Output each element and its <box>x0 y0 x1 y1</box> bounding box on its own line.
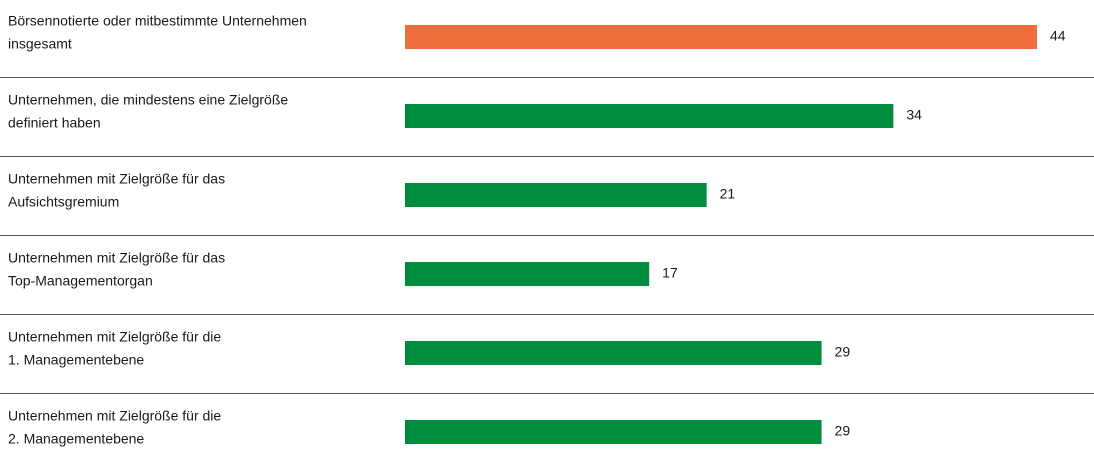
category-label: 1. Managementebene <box>8 352 144 368</box>
bar <box>405 420 822 444</box>
category-label: Unternehmen mit Zielgröße für das <box>8 171 225 187</box>
category-label: insgesamt <box>8 36 72 52</box>
value-label: 44 <box>1050 28 1066 44</box>
value-label: 34 <box>906 107 922 123</box>
category-label: Unternehmen mit Zielgröße für die <box>8 408 221 424</box>
value-label: 17 <box>662 265 678 281</box>
category-label: Aufsichtsgremium <box>8 194 119 210</box>
category-label: Börsennotierte oder mitbestimmte Unterne… <box>8 13 307 29</box>
value-label: 29 <box>835 423 851 439</box>
category-label: Top-Managementorgan <box>8 273 153 289</box>
category-label: 2. Managementebene <box>8 431 144 447</box>
category-label: Unternehmen mit Zielgröße für die <box>8 329 221 345</box>
bar <box>405 341 822 365</box>
bar <box>405 25 1037 49</box>
category-label: Unternehmen mit Zielgröße für das <box>8 250 225 266</box>
bar <box>405 262 650 286</box>
bar <box>405 183 707 207</box>
category-label: Unternehmen, die mindestens eine Zielgrö… <box>8 92 288 108</box>
value-label: 21 <box>720 186 736 202</box>
bar <box>405 104 894 128</box>
category-label: definiert haben <box>8 115 101 131</box>
value-label: 29 <box>835 344 851 360</box>
